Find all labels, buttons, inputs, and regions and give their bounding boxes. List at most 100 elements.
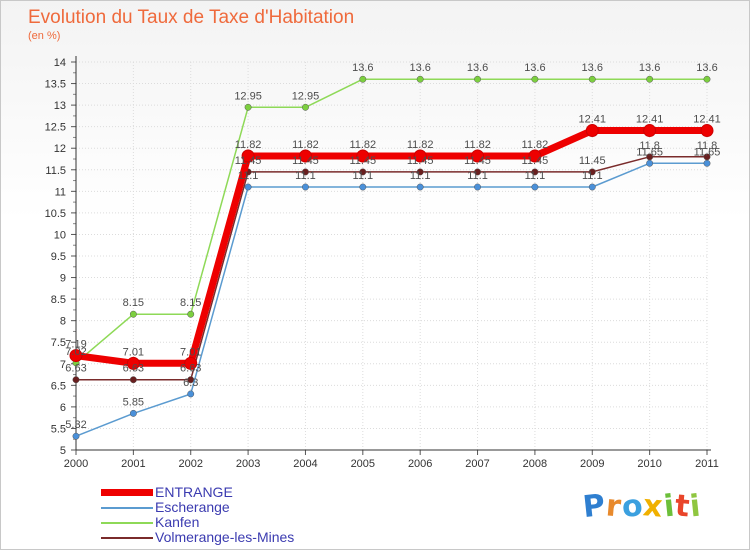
y-tick-label: 7.5: [51, 337, 66, 349]
x-tick-label: 2001: [121, 458, 145, 470]
x-tick-label: 2004: [293, 458, 317, 470]
series-line: [76, 156, 707, 381]
data-point: [413, 149, 427, 163]
data-label: 6.63: [123, 363, 144, 375]
data-label: 12.41: [693, 114, 721, 126]
data-label: 11.65: [694, 146, 721, 158]
data-point: [69, 349, 83, 363]
data-label: 13.6: [696, 62, 717, 74]
legend-swatch: [101, 507, 153, 509]
data-point: [531, 183, 539, 191]
data-point: [126, 356, 140, 370]
data-point: [646, 75, 654, 83]
x-tick-label: 2009: [580, 458, 604, 470]
y-tick-label: 6: [60, 402, 66, 414]
data-label: 12.95: [234, 90, 262, 102]
legend-label: ENTRANGE: [155, 484, 233, 500]
y-tick-label: 12: [54, 143, 66, 155]
x-tick-label: 2005: [351, 458, 375, 470]
data-label: 13.6: [639, 62, 660, 74]
x-tick-label: 2003: [236, 458, 260, 470]
legend-swatch: [101, 489, 153, 496]
data-point: [184, 356, 198, 370]
data-label: 11.1: [582, 170, 603, 182]
data-label: 13.6: [582, 62, 603, 74]
data-label: 11.8: [697, 140, 718, 152]
data-label: 5.85: [123, 396, 144, 408]
logo-letter: i: [688, 488, 704, 525]
x-tick-label: 2010: [637, 458, 661, 470]
data-label: 11.45: [579, 155, 606, 167]
x-tick-label: 2000: [64, 458, 88, 470]
data-point: [302, 183, 309, 191]
data-point: [474, 168, 481, 176]
y-tick-label: 12.5: [45, 122, 66, 134]
y-tick-label: 10.5: [45, 208, 66, 220]
data-label: 11.82: [407, 139, 434, 151]
data-label: 13.6: [467, 62, 488, 74]
proxiti-logo: Proxiti: [581, 488, 704, 525]
data-label: 6.3: [183, 377, 198, 389]
data-label: 6.63: [65, 363, 86, 375]
data-label: 5.32: [65, 419, 86, 431]
y-tick-label: 8.5: [51, 294, 66, 306]
data-point: [129, 376, 137, 384]
y-tick-label: 9.5: [51, 251, 66, 263]
y-tick-label: 14: [54, 57, 66, 69]
series-lines: [69, 75, 714, 440]
data-label: 11.82: [292, 139, 319, 151]
data-point: [471, 149, 485, 163]
data-label: 11.45: [235, 155, 262, 167]
data-point: [72, 376, 80, 384]
data-label: 11.1: [410, 170, 431, 182]
y-tick-label: 6.5: [51, 380, 66, 392]
y-tick-label: 13.5: [45, 79, 66, 91]
data-point: [241, 149, 255, 163]
data-label: 11.45: [292, 155, 319, 167]
axes: 5 5.5 6 6.5 7 7.5 8 8.5 9 9.5 10 10.5 11 11.5 12 12.5 13…: [45, 56, 719, 470]
x-tick-label: 2006: [408, 458, 432, 470]
y-tick-label: 11: [55, 186, 66, 198]
data-label: 11.1: [525, 170, 546, 182]
data-point: [298, 149, 312, 163]
data-label: 8.15: [180, 297, 201, 309]
series-Volmerange-les-Mines: [72, 153, 711, 384]
y-tick-label: 13: [54, 100, 66, 112]
data-point: [531, 75, 539, 83]
data-label: 12.95: [292, 90, 320, 102]
data-point: [474, 75, 481, 83]
chart-subtitle: (en %): [28, 30, 61, 42]
data-labels: 7.02 8.15 8.15 12.95 12.95 13.6 13.6 13.6 13.6 13…: [65, 62, 720, 431]
data-point: [646, 159, 654, 167]
data-label: 8.15: [123, 297, 144, 309]
series-line: [75, 78, 707, 364]
data-label: 11.65: [636, 146, 663, 158]
data-point: [643, 124, 657, 138]
data-point: [703, 159, 711, 167]
data-point: [531, 168, 539, 176]
x-tick-label: 2008: [523, 458, 547, 470]
data-point: [588, 183, 596, 191]
data-point: [359, 183, 367, 191]
data-point: [359, 168, 367, 176]
series-line: [75, 162, 707, 437]
data-label: 11.1: [295, 170, 316, 182]
data-point: [244, 183, 252, 191]
data-point: [416, 75, 424, 83]
data-point: [302, 168, 309, 176]
data-point: [585, 124, 599, 138]
grid-lines: [75, 61, 708, 451]
data-point: [416, 168, 424, 176]
data-label: 11.45: [407, 155, 434, 167]
data-point: [416, 183, 424, 191]
data-label: 11.1: [353, 170, 374, 182]
x-tick-label: 2007: [465, 458, 489, 470]
data-label: 11.82: [235, 139, 262, 151]
legend-label: Volmerange-les-Mines: [155, 529, 295, 545]
data-point: [72, 432, 80, 440]
series-line: [75, 127, 707, 367]
data-label: 11.82: [522, 139, 549, 151]
series-ENTRANGE: [69, 124, 714, 370]
